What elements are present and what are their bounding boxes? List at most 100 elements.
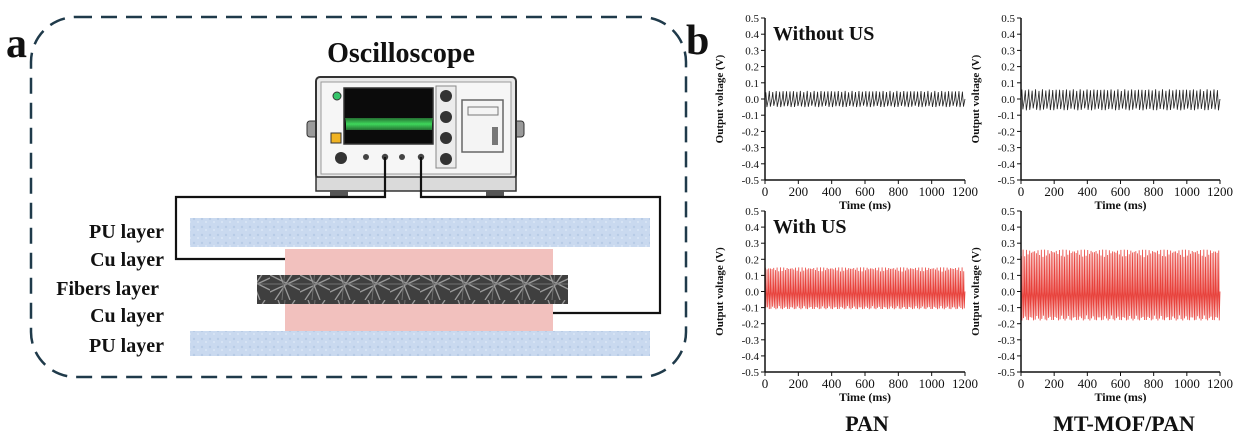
y-tick-label: -0.1 xyxy=(742,110,759,122)
layer-label: Cu layer xyxy=(90,305,164,327)
cu-layer-top xyxy=(285,249,553,276)
column-label-mt-mof-pan: MT-MOF/PAN xyxy=(1053,411,1195,436)
dashed-frame xyxy=(29,15,688,379)
panel-b-label: b xyxy=(686,18,709,64)
y-tick-label: 0.2 xyxy=(745,254,759,266)
fibers-layer xyxy=(257,275,568,304)
pu-layer-top xyxy=(190,218,650,247)
x-tick-label: 200 xyxy=(789,376,809,391)
oscilloscope-icon xyxy=(306,76,525,196)
chart-title: With US xyxy=(773,216,847,238)
chart-2: 0.5 0.4 0.3 0.2 0.1 0.0 -0.1 -0.2 -0.3 -0.4 -0.50 2… xyxy=(970,13,1233,212)
x-tick-label: 600 xyxy=(1111,184,1131,199)
y-tick-label: 0.5 xyxy=(1001,206,1015,218)
y-tick-label: -0.3 xyxy=(742,335,760,347)
y-tick-label: -0.1 xyxy=(998,110,1015,122)
pu-layer-bottom xyxy=(190,331,650,356)
charts: 0.50.40.30.20.10.0-0.1-0.2-0.3-0.4-0.50 2… xyxy=(714,13,1233,404)
x-tick-label: 1000 xyxy=(919,376,945,391)
x-axis-label: Time (ms) xyxy=(1094,390,1146,404)
y-tick-label: -0.3 xyxy=(998,143,1016,155)
y-axis-label: Output voltage (V) xyxy=(714,247,726,336)
y-tick-label: 0.5 xyxy=(745,206,759,218)
x-axis-label: Time (ms) xyxy=(839,390,891,404)
y-tick-label: -0.5 xyxy=(742,175,760,187)
y-tick-label: 0.4 xyxy=(1001,29,1015,41)
x-tick-label: 1000 xyxy=(1174,184,1200,199)
x-tick-label: 1000 xyxy=(1174,376,1200,391)
x-tick-label: 800 xyxy=(889,184,909,199)
y-tick-label: 0.0 xyxy=(1001,94,1015,106)
x-tick-label: 1200 xyxy=(1207,376,1233,391)
chart-3: 0.5 0.4 0.3 0.2 0.1 0.0 -0.1 -0.2 -0.3 -0.4 -0.50 2… xyxy=(714,206,978,404)
x-tick-label: 800 xyxy=(1144,376,1164,391)
y-tick-label: -0.1 xyxy=(742,303,759,315)
y-tick-label: 0.4 xyxy=(1001,222,1015,234)
y-tick-label: 0.3 xyxy=(745,238,759,250)
y-tick-label: 0.5 xyxy=(1001,13,1015,25)
layer-label: PU layer xyxy=(89,221,164,243)
layer-label: PU layer xyxy=(89,335,164,357)
y-tick-label: -0.4 xyxy=(742,159,760,171)
x-tick-label: 400 xyxy=(822,376,842,391)
x-tick-label: 1200 xyxy=(952,376,978,391)
x-tick-label: 600 xyxy=(1111,376,1131,391)
x-tick-label: 0 xyxy=(762,376,769,391)
y-tick-label: -0.2 xyxy=(998,126,1015,138)
y-tick-label: 0.3 xyxy=(1001,45,1015,57)
x-axis-label: Time (ms) xyxy=(1094,198,1146,212)
y-tick-label: -0.4 xyxy=(998,351,1016,363)
y-tick-label: -0.2 xyxy=(998,319,1015,331)
layer-label: Cu layer xyxy=(90,249,164,271)
wire-bottom xyxy=(419,157,662,315)
y-tick-label: 0.3 xyxy=(745,45,759,57)
y-tick-label: 0.5 xyxy=(745,13,759,25)
x-tick-label: 400 xyxy=(822,184,842,199)
panel-a: a Oscilloscope xyxy=(6,15,688,379)
y-tick-label: -0.3 xyxy=(742,143,760,155)
x-tick-label: 200 xyxy=(789,184,809,199)
y-tick-label: -0.5 xyxy=(998,367,1016,379)
y-tick-label: -0.1 xyxy=(998,303,1015,315)
y-tick-label: 0.4 xyxy=(745,222,759,234)
y-tick-label: -0.4 xyxy=(742,351,760,363)
cu-layer-bottom xyxy=(285,302,553,331)
x-axis-label: Time (ms) xyxy=(839,198,891,212)
signal-trace xyxy=(1020,89,1221,111)
x-tick-label: 600 xyxy=(855,376,875,391)
column-label-pan: PAN xyxy=(845,411,889,436)
y-tick-label: 0.0 xyxy=(1001,287,1015,299)
y-axis-label: Output voltage (V) xyxy=(970,247,982,336)
y-axis-label: Output voltage (V) xyxy=(714,54,726,143)
y-tick-label: 0.0 xyxy=(745,287,759,299)
signal-trace xyxy=(1020,249,1221,321)
y-tick-label: 0.1 xyxy=(745,78,759,90)
y-tick-label: -0.5 xyxy=(742,367,760,379)
x-tick-label: 400 xyxy=(1078,184,1098,199)
x-tick-label: 0 xyxy=(1018,184,1025,199)
y-tick-label: 0.0 xyxy=(745,94,759,106)
x-tick-label: 600 xyxy=(855,184,875,199)
wire-top xyxy=(174,157,387,261)
layer-label: Fibers layer xyxy=(56,278,159,300)
y-tick-label: 0.1 xyxy=(745,270,759,282)
y-tick-label: -0.2 xyxy=(742,126,759,138)
x-tick-label: 0 xyxy=(1018,376,1025,391)
x-tick-label: 0 xyxy=(762,184,769,199)
y-tick-label: 0.1 xyxy=(1001,78,1015,90)
y-tick-label: 0.4 xyxy=(745,29,759,41)
chart-4: 0.5 0.4 0.3 0.2 0.1 0.0 -0.1 -0.2 -0.3 -0.4 -0.50 2… xyxy=(970,206,1233,404)
y-tick-label: 0.2 xyxy=(745,62,759,74)
oscilloscope-title: Oscilloscope xyxy=(327,38,475,69)
signal-trace xyxy=(764,267,966,310)
chart-1: 0.5 0.4 0.3 0.2 0.1 0.0 -0.1 -0.2 -0.3 -0.4 -0.50 2… xyxy=(714,13,978,212)
y-tick-label: 0.2 xyxy=(1001,62,1015,74)
y-tick-label: 0.1 xyxy=(1001,270,1015,282)
x-tick-label: 1200 xyxy=(952,184,978,199)
x-tick-label: 200 xyxy=(1044,376,1064,391)
y-tick-label: 0.3 xyxy=(1001,238,1015,250)
x-tick-label: 800 xyxy=(889,376,909,391)
panel-b: b 0.5 0.4 0.3 0.2 0.1 0.0 -0.1 -0.2 -0.3 -0.4 -0.5… xyxy=(686,13,1233,436)
y-tick-label: -0.5 xyxy=(998,175,1016,187)
